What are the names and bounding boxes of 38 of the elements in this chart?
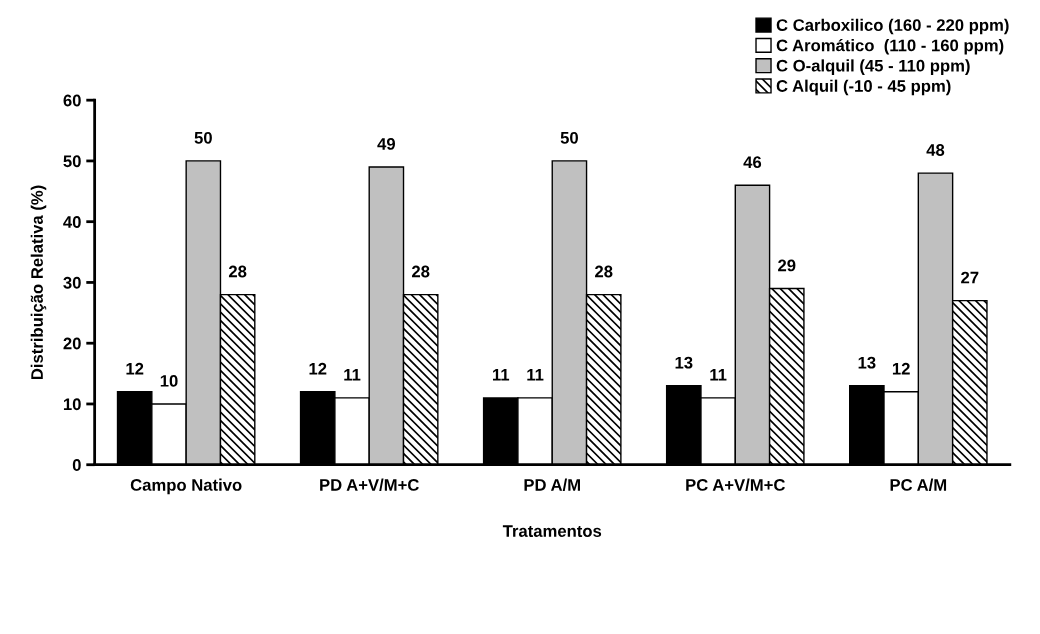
data-label: 28 bbox=[411, 265, 430, 278]
x-tick-label: PC A/M bbox=[890, 478, 947, 492]
y-tick-label: 0 bbox=[72, 459, 81, 471]
x-tick-label: PD A+V/M+C bbox=[320, 478, 419, 492]
y-tick-label: 20 bbox=[63, 337, 81, 350]
data-label: 12 bbox=[309, 362, 327, 375]
data-label: 49 bbox=[377, 138, 396, 150]
data-label: 50 bbox=[194, 131, 212, 144]
data-label: 28 bbox=[595, 265, 613, 278]
data-label: 48 bbox=[926, 144, 945, 156]
data-label: 11 bbox=[710, 369, 727, 381]
y-tick-label: 40 bbox=[63, 216, 81, 228]
x-tick-label: PC A+V/M+C bbox=[686, 478, 785, 492]
data-label: 13 bbox=[858, 356, 876, 369]
y-tick-label: 30 bbox=[63, 276, 81, 289]
y-tick-label: 10 bbox=[63, 398, 81, 411]
data-label: 29 bbox=[778, 259, 796, 272]
data-label: 27 bbox=[961, 271, 979, 284]
y-tick-label: 50 bbox=[63, 155, 81, 168]
data-label: 12 bbox=[892, 362, 910, 375]
x-tick-label: PD A/M bbox=[524, 478, 580, 492]
data-label: 13 bbox=[675, 356, 693, 369]
data-label: 12 bbox=[126, 362, 144, 375]
x-tick-label: Campo Nativo bbox=[130, 478, 242, 495]
data-label: 50 bbox=[560, 131, 578, 144]
data-label: 11 bbox=[344, 369, 361, 381]
data-label: 11 bbox=[527, 369, 544, 381]
data-label: 11 bbox=[493, 369, 510, 381]
legend-label: C O-alquil (45 - 110 ppm) bbox=[776, 59, 970, 75]
data-label: 46 bbox=[743, 156, 762, 169]
data-label: 28 bbox=[228, 265, 247, 278]
legend-label: C Carboxilico (160 - 220 ppm) bbox=[776, 18, 1009, 35]
y-tick-label: 60 bbox=[63, 94, 81, 107]
legend-label: C Alquil (-10 - 45 ppm) bbox=[776, 79, 951, 96]
legend-label: C Aromático (110 - 160 ppm) bbox=[776, 38, 1004, 55]
x-axis-title: Tratamentos bbox=[502, 525, 602, 537]
y-axis-title: Distribuição Relativa (%) bbox=[30, 185, 47, 380]
data-label: 10 bbox=[160, 374, 178, 387]
